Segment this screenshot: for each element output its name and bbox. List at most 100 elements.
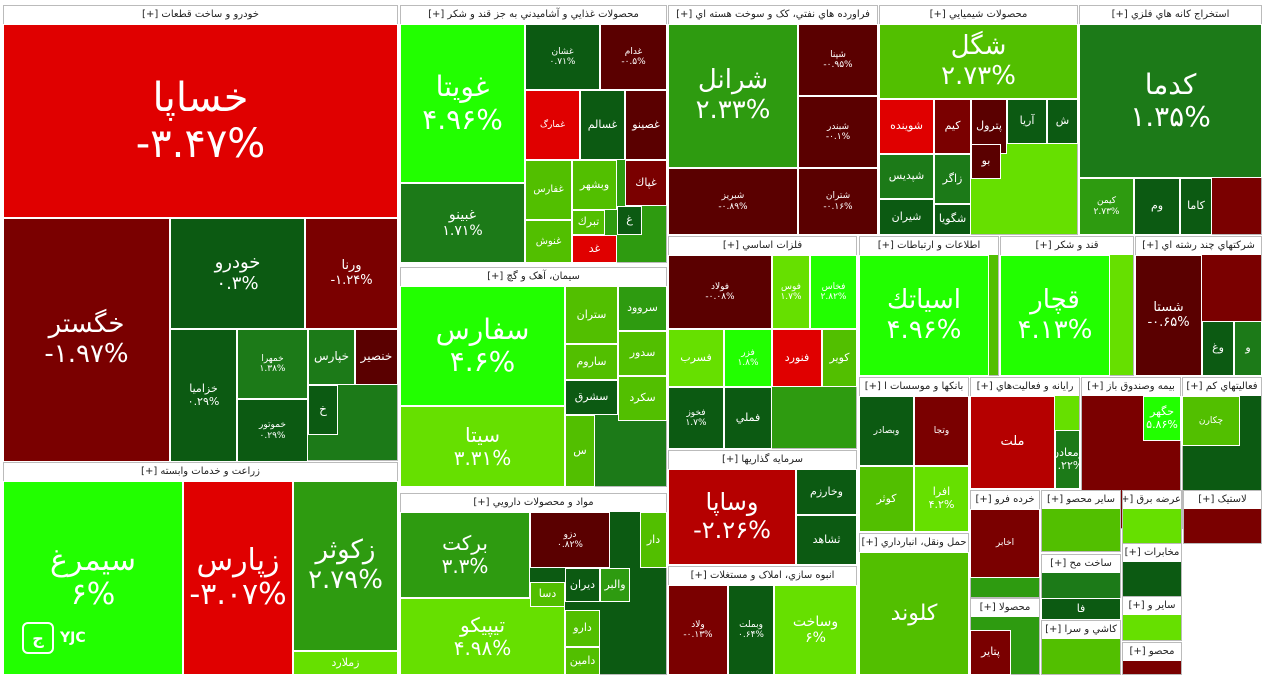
stock-tile[interactable]: سيتا ۳.۳۱% <box>400 406 565 487</box>
sector-title[interactable]: رايانه و فعاليت‌هاي [+] <box>971 378 1079 396</box>
sector-title[interactable]: ساخت مح [+] <box>1042 555 1120 573</box>
stock-tile[interactable]: غسالم <box>580 90 625 160</box>
stock-tile[interactable]: خنصير <box>355 329 398 385</box>
stock-tile[interactable]: شپنا -۰.۹۵% <box>798 24 878 96</box>
sector-title[interactable]: عرضه برق [+] <box>1123 491 1181 509</box>
stock-tile[interactable]: بو <box>971 144 1001 179</box>
stock-tile[interactable]: كدما ۱.۳۵% <box>1079 24 1262 178</box>
sector-title[interactable]: محصولا [+] <box>971 599 1039 617</box>
stock-tile[interactable]: فخاس ۲.۸۲% <box>810 255 857 329</box>
stock-tile[interactable]: زاگر <box>934 154 971 204</box>
stock-tile[interactable]: كيم <box>934 99 971 154</box>
stock-tile[interactable]: غبينو ۱.۷۱% <box>400 183 525 263</box>
stock-tile[interactable]: قچار ۴.۱۳% <box>1000 255 1110 376</box>
stock-tile[interactable]: تبرك <box>572 210 605 235</box>
stock-tile[interactable]: والبر <box>600 568 630 602</box>
stock-tile[interactable]: وساخت ۶% <box>774 585 857 675</box>
sector-title[interactable]: فعاليتهاي کم [+] <box>1183 378 1261 396</box>
stock-tile[interactable]: خموتور ۰.۲۹% <box>237 399 308 462</box>
sector-title[interactable]: مخابرات [+] <box>1123 544 1181 562</box>
stock-tile[interactable]: ستران <box>565 286 618 344</box>
sector-title[interactable]: کاشي و سرا [+] <box>1042 621 1120 639</box>
stock-tile[interactable]: دار <box>640 512 667 568</box>
stock-tile[interactable]: پتاير <box>970 630 1011 675</box>
stock-tile[interactable]: فملي <box>724 387 772 449</box>
stock-tile[interactable]: دسا <box>530 582 565 607</box>
stock-tile[interactable]: شگل ۲.۷۳% <box>879 24 1078 99</box>
stock-tile[interactable]: زپارس -۳.۰۷% <box>183 481 293 675</box>
stock-tile[interactable]: خ <box>308 385 338 435</box>
stock-tile[interactable]: غفارس <box>525 160 572 220</box>
stock-tile[interactable]: س <box>565 415 595 487</box>
stock-tile[interactable]: دزو ۰.۸۲% <box>530 512 610 568</box>
stock-tile[interactable]: فولاد -۰.۰۸% <box>668 255 772 329</box>
stock-tile[interactable]: فنورد <box>772 329 822 387</box>
stock-tile[interactable]: فسرب <box>668 329 724 387</box>
stock-tile[interactable]: شپديس <box>879 154 934 199</box>
stock-tile[interactable]: خپارس <box>308 329 355 385</box>
stock-tile[interactable]: وبشهر <box>572 160 617 210</box>
stock-tile[interactable]: سفارس ۴.۶% <box>400 286 565 406</box>
stock-tile[interactable]: غنوش <box>525 220 572 263</box>
sector-title[interactable]: سيمان، آهک و گچ [+] <box>401 268 666 286</box>
sector-title[interactable]: خرده فرو [+] <box>971 491 1039 509</box>
stock-tile[interactable]: شوينده <box>879 99 934 154</box>
stock-tile[interactable]: تيپيكو ۴.۹۸% <box>400 598 565 675</box>
stock-tile[interactable]: خودرو ۰.۳% <box>170 218 305 329</box>
stock-tile[interactable]: غمارگ <box>525 90 580 160</box>
stock-tile[interactable]: غدام -۰.۵% <box>600 24 667 90</box>
stock-tile[interactable]: ملت <box>970 396 1055 489</box>
stock-tile[interactable]: ولاد -۰.۱۳% <box>668 585 728 675</box>
sector-title[interactable]: بيمه وصندوق باز [+] <box>1082 378 1180 396</box>
stock-tile[interactable]: وبصادر <box>859 396 914 466</box>
sector-title[interactable]: سرمايه گذاريها [+] <box>669 451 856 469</box>
stock-tile[interactable]: زملارد <box>293 651 398 675</box>
stock-tile[interactable]: دارو <box>565 610 600 647</box>
stock-tile[interactable]: فزر ۱.۸% <box>724 329 772 387</box>
stock-tile[interactable]: آريا <box>1007 99 1047 144</box>
stock-tile[interactable]: و <box>1234 321 1262 376</box>
stock-tile[interactable]: وتجا <box>914 396 969 466</box>
sector-title[interactable]: ساير محصو [+] <box>1042 491 1120 509</box>
sector-title[interactable]: فلزات اساسي [+] <box>669 237 856 255</box>
stock-tile[interactable]: ورنا -۱.۲۴% <box>305 218 398 329</box>
stock-tile[interactable]: غد <box>572 235 617 263</box>
sector-title[interactable]: محصولات غذايي و آشاميدني به جز قند و شکر… <box>401 6 666 24</box>
stock-tile[interactable]: غپاك <box>625 160 667 206</box>
stock-tile[interactable]: اخابر <box>970 509 1040 578</box>
stock-tile[interactable]: فا <box>1041 598 1121 620</box>
sector-title[interactable]: بانکها و موسسات ا [+] <box>860 378 968 396</box>
stock-tile[interactable]: وبملت ۰.۶۴% <box>728 585 774 675</box>
stock-tile[interactable]: سيمرغ ۶% <box>3 481 183 675</box>
stock-tile[interactable]: كوثر <box>859 466 914 532</box>
stock-tile[interactable]: فوس ۱.۷% <box>772 255 810 329</box>
stock-tile[interactable]: زكوثر ۲.۷۹% <box>293 481 398 651</box>
stock-tile[interactable]: خزاميا ۰.۲۹% <box>170 329 237 462</box>
stock-tile[interactable]: افرا ۴.۲% <box>914 466 969 532</box>
stock-tile[interactable]: شبريز -۰.۸۹% <box>668 168 798 235</box>
stock-tile[interactable]: غشان ۰.۷۱% <box>525 24 600 90</box>
sector-title[interactable]: مواد و محصولات دارويي [+] <box>401 494 666 512</box>
stock-tile[interactable]: كوير <box>822 329 857 387</box>
stock-tile[interactable]: كاما <box>1180 178 1212 235</box>
stock-tile[interactable]: بركت ۳.۳% <box>400 512 530 598</box>
stock-tile[interactable]: ثشاهد <box>796 515 857 565</box>
stock-tile[interactable]: ومعادن۱.۲۲% <box>1055 430 1080 489</box>
stock-tile[interactable]: خمهرا ۱.۳۸% <box>237 329 308 399</box>
sector-title[interactable]: انبوه سازي، املاک و مستغلات [+] <box>669 567 856 585</box>
sector-title[interactable]: زراعت و خدمات وابسته [+] <box>4 463 397 481</box>
sector-title[interactable]: حمل ونقل، انبارداري [+] <box>860 534 968 552</box>
stock-tile[interactable]: ديران <box>565 568 600 602</box>
stock-tile[interactable]: كلوند <box>859 552 969 675</box>
stock-tile[interactable]: غويتا ۴.۹۶% <box>400 24 525 183</box>
stock-tile[interactable]: دامين <box>565 647 600 675</box>
sector-title[interactable]: استخراج کانه هاي فلزي [+] <box>1080 6 1261 24</box>
stock-tile[interactable]: خگستر -۱.۹۷% <box>3 218 170 462</box>
stock-tile[interactable]: سدور <box>618 331 667 376</box>
stock-tile[interactable]: اسياتك ۴.۹۶% <box>859 255 989 376</box>
stock-tile[interactable]: سكرد <box>618 376 667 421</box>
stock-tile[interactable]: چكارن <box>1182 396 1240 446</box>
stock-tile[interactable]: حگهر ۵.۸۶% <box>1143 396 1181 441</box>
stock-tile[interactable]: شرانل ۲.۳۳% <box>668 24 798 168</box>
stock-tile[interactable]: شيران <box>879 199 934 235</box>
